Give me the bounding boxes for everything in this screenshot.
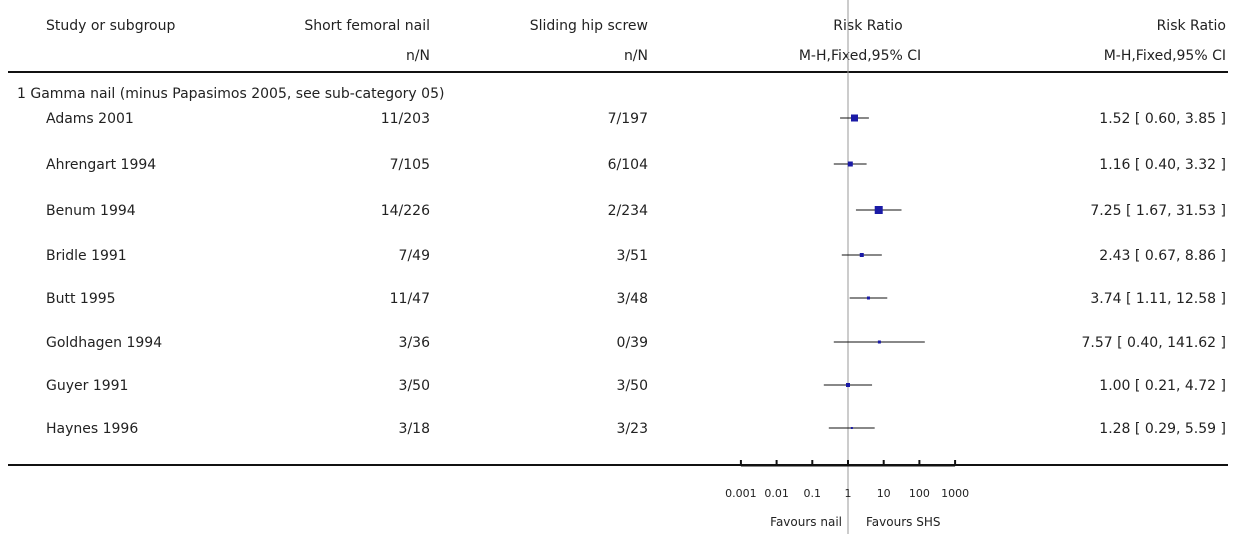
header-rr-title: Risk Ratio xyxy=(1156,18,1226,34)
header-plot-sub: M-H,Fixed,95% CI xyxy=(798,48,922,64)
study-n1: 3/36 xyxy=(398,335,430,351)
study-n2: 3/48 xyxy=(616,291,648,307)
study-name: Guyer 1991 xyxy=(46,378,129,394)
header-col2: Sliding hip screw xyxy=(529,18,648,34)
axis-tick-label: 100 xyxy=(909,487,930,500)
axis-tick-label: 0.001 xyxy=(725,487,757,500)
header-col2-sub: n/N xyxy=(623,48,648,64)
forest-axis: 0.001 0.01 0.1 1 10 100 1000 xyxy=(725,460,969,500)
study-n1: 7/105 xyxy=(389,157,430,173)
study-n2: 3/51 xyxy=(616,248,648,264)
study-n1: 3/18 xyxy=(398,421,430,437)
study-rr-text: 1.52 [ 0.60, 3.85 ] xyxy=(1099,111,1226,127)
study-rr-text: 7.57 [ 0.40, 141.62 ] xyxy=(1081,335,1226,351)
header-rr-sub: M-H,Fixed,95% CI xyxy=(1103,48,1226,64)
study-name: Ahrengart 1994 xyxy=(46,157,157,173)
subgroup-title: 1 Gamma nail (minus Papasimos 2005, see … xyxy=(17,86,445,102)
study-rr-text: 1.16 [ 0.40, 3.32 ] xyxy=(1099,157,1226,173)
study-n1: 14/226 xyxy=(380,203,430,219)
study-name: Adams 2001 xyxy=(46,111,134,127)
study-name: Haynes 1996 xyxy=(46,421,139,437)
study-rr-text: 1.00 [ 0.21, 4.72 ] xyxy=(1099,378,1226,394)
header-col1: Short femoral nail xyxy=(304,18,430,34)
axis-tick-label: 0.1 xyxy=(804,487,822,500)
header-study: Study or subgroup xyxy=(46,18,176,34)
axis-tick-label: 10 xyxy=(877,487,891,500)
point-estimate-marker xyxy=(850,427,853,429)
point-estimate-marker xyxy=(846,383,850,387)
study-n2: 2/234 xyxy=(607,203,648,219)
study-n2: 3/50 xyxy=(616,378,648,394)
study-name: Butt 1995 xyxy=(46,291,116,307)
header-plot-title: Risk Ratio xyxy=(833,18,903,34)
header-rule xyxy=(8,71,1228,73)
axis-tick-label: 1 xyxy=(845,487,852,500)
study-rr-text: 7.25 [ 1.67, 31.53 ] xyxy=(1090,203,1226,219)
study-n2: 0/39 xyxy=(616,335,648,351)
study-n2: 3/23 xyxy=(616,421,648,437)
study-rr-text: 2.43 [ 0.67, 8.86 ] xyxy=(1099,248,1226,264)
study-name: Bridle 1991 xyxy=(46,248,127,264)
bottom-rule xyxy=(8,464,1228,466)
study-name: Benum 1994 xyxy=(46,203,136,219)
point-estimate-marker xyxy=(877,340,881,344)
favours-left-label: Favours nail xyxy=(770,515,842,529)
point-estimate-marker xyxy=(847,161,853,167)
point-estimate-marker xyxy=(859,253,864,257)
study-rr-text: 1.28 [ 0.29, 5.59 ] xyxy=(1099,421,1226,437)
axis-tick-label: 0.01 xyxy=(764,487,789,500)
study-n2: 7/197 xyxy=(607,111,648,127)
axis-tick-label: 1000 xyxy=(941,487,969,500)
study-n1: 7/49 xyxy=(398,248,430,264)
point-estimate-marker xyxy=(874,206,883,214)
favours-right-label: Favours SHS xyxy=(866,515,941,529)
study-name: Goldhagen 1994 xyxy=(46,335,163,351)
study-n2: 6/104 xyxy=(607,157,648,173)
header-col1-sub: n/N xyxy=(405,48,430,64)
study-n1: 11/47 xyxy=(389,291,430,307)
point-estimate-marker xyxy=(850,114,858,122)
forest-marks xyxy=(823,114,925,429)
study-n1: 11/203 xyxy=(380,111,430,127)
point-estimate-marker xyxy=(866,296,870,300)
study-n1: 3/50 xyxy=(398,378,430,394)
study-rr-text: 3.74 [ 1.11, 12.58 ] xyxy=(1090,291,1226,307)
